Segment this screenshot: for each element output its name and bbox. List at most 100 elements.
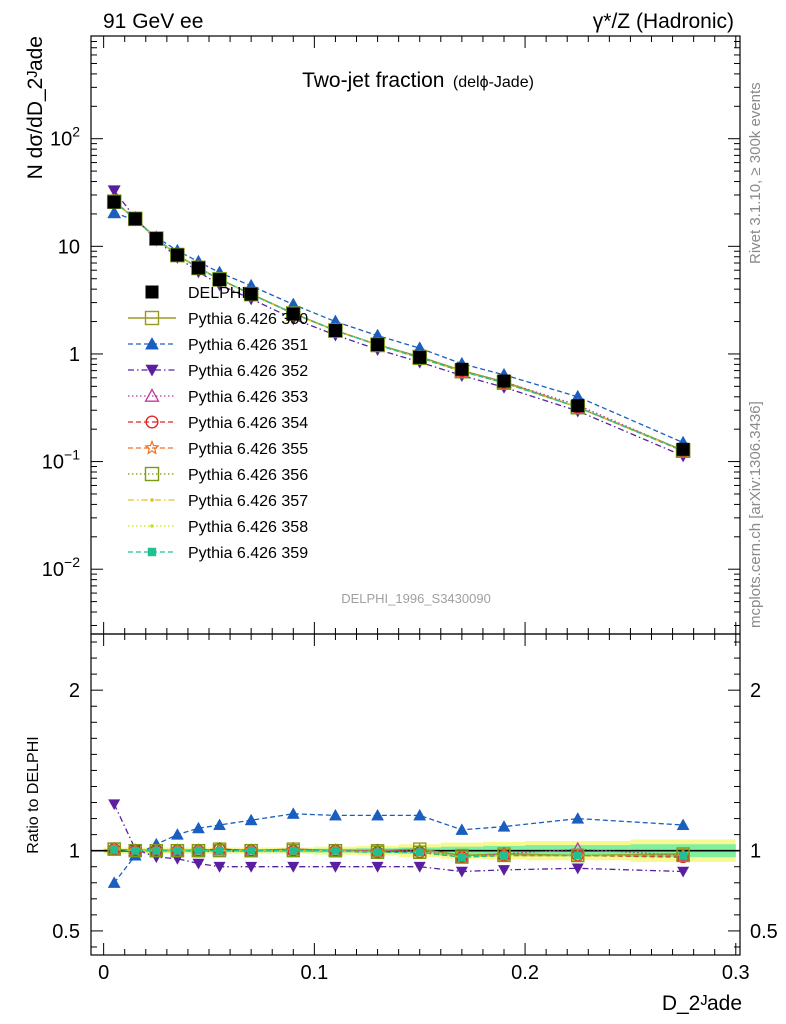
legend-entry: Pythia 6.426 354 — [128, 415, 308, 432]
ratio-y-tick-label-right: 0.5 — [750, 921, 778, 943]
ratio-plot-area: 0.5 0.5 1 1 2 2 0 0.1 0.2 0.3 — [52, 633, 778, 984]
ratio-y-tick-label: 1 — [69, 841, 80, 863]
legend-label: Pythia 6.426 356 — [188, 467, 308, 484]
x-axis-label: D_2ᴶade — [662, 992, 742, 1015]
ratio-series-pythia-6-426-352 — [108, 799, 690, 878]
data-point — [213, 818, 226, 831]
header-right: γ*/Z (Hadronic) — [593, 10, 734, 33]
ratio-series-pythia-6-426-351 — [107, 807, 690, 888]
series-line — [113, 813, 684, 884]
data-point — [110, 845, 119, 853]
y-tick-label: 1 — [69, 344, 80, 366]
x-tick-label: 0.3 — [722, 962, 750, 984]
header-left: 91 GeV ee — [103, 10, 203, 33]
data-point — [107, 195, 121, 209]
side-note-rivet: Rivet 3.1.10, ≥ 300k events — [747, 82, 764, 264]
legend-marker — [144, 388, 160, 402]
legend-entry: Pythia 6.426 357 — [128, 493, 308, 510]
data-point — [286, 307, 300, 321]
data-point — [289, 846, 298, 855]
data-point — [413, 350, 427, 364]
data-point — [286, 807, 300, 819]
legend-marker — [144, 439, 160, 455]
legend-label: Pythia 6.426 357 — [188, 493, 308, 510]
ratio-y-tick-label: 0.5 — [52, 921, 80, 943]
data-point — [371, 338, 385, 352]
main-title: Two-jet fraction (delϕ-Jade) — [302, 69, 534, 92]
y-tick-label: 102 — [50, 124, 80, 151]
legend: DELPHI Pythia 6.426 350 Pythia 6.426 351 Py… — [128, 285, 308, 562]
data-point — [152, 846, 161, 855]
x-tick-label: 0 — [98, 962, 109, 984]
ratio-series-pythia-6-426-359 — [110, 845, 688, 861]
data-point — [571, 863, 584, 875]
data-point — [247, 846, 256, 855]
data-point — [287, 861, 300, 873]
watermark: DELPHI_1996_S3430090 — [341, 591, 491, 606]
x-tick-label: 0.1 — [300, 962, 328, 984]
data-point — [455, 823, 469, 835]
legend-label: Pythia 6.426 352 — [188, 363, 308, 380]
legend-label: Pythia 6.426 358 — [188, 519, 308, 536]
data-point — [457, 853, 466, 861]
data-point — [213, 861, 226, 873]
legend-label: Pythia 6.426 350 — [188, 311, 308, 328]
legend-marker — [145, 415, 159, 429]
data-point — [173, 846, 182, 855]
data-point — [244, 813, 258, 826]
legend-entry: Pythia 6.426 350 — [128, 310, 308, 328]
data-point — [571, 399, 585, 413]
data-point — [571, 812, 585, 824]
data-point — [455, 866, 468, 878]
main-plot-area: 10−2 10−1 1 10 102 — [42, 35, 741, 635]
main-title-text: Two-jet fraction — [302, 69, 444, 92]
data-point — [191, 261, 205, 275]
data-point — [108, 799, 121, 811]
data-point — [215, 846, 224, 855]
data-point — [194, 846, 203, 855]
data-point — [415, 848, 424, 857]
legend-marker — [147, 547, 157, 557]
legend-entry: Pythia 6.426 359 — [128, 545, 308, 562]
legend-label: Pythia 6.426 351 — [188, 337, 308, 354]
data-point — [107, 185, 121, 198]
data-point — [131, 846, 140, 855]
legend-marker — [144, 310, 160, 326]
data-point — [329, 808, 342, 821]
legend-marker — [150, 498, 154, 502]
data-point — [170, 248, 184, 262]
data-point — [676, 442, 690, 456]
legend-label: Pythia 6.426 353 — [188, 389, 308, 406]
data-point — [371, 808, 384, 821]
legend-marker — [144, 466, 160, 482]
main-subtitle-text: (delϕ-Jade) — [453, 74, 534, 91]
legend-entry: Pythia 6.426 356 — [128, 466, 308, 484]
y-axis-label-ratio: Ratio to DELPHI — [25, 736, 42, 853]
data-point — [128, 212, 142, 226]
data-point — [373, 848, 382, 857]
y-tick-label: 10−1 — [42, 447, 80, 474]
legend-label: DELPHI — [188, 285, 246, 302]
ratio-y-tick-label-right: 1 — [750, 841, 761, 863]
data-point — [497, 374, 511, 388]
ratio-y-tick-label: 2 — [69, 680, 80, 702]
legend-marker — [150, 524, 154, 528]
data-point — [107, 876, 121, 888]
data-point — [677, 866, 690, 878]
data-point — [498, 865, 510, 876]
data-point — [500, 851, 508, 860]
data-point — [331, 846, 340, 855]
data-point — [413, 808, 427, 821]
legend-label: Pythia 6.426 354 — [188, 415, 308, 432]
data-point — [573, 851, 582, 860]
data-point — [676, 818, 690, 831]
legend-entry: Pythia 6.426 355 — [128, 439, 308, 458]
series-line — [113, 803, 684, 873]
data-point — [149, 232, 163, 246]
data-point — [497, 820, 511, 832]
data-point — [192, 858, 205, 870]
data-point — [192, 821, 205, 834]
side-note-mcplots: mcplots.cern.ch [arXiv:1306.3436] — [747, 401, 764, 628]
legend-entry: DELPHI — [145, 285, 246, 302]
legend-entry: Pythia 6.426 353 — [128, 388, 308, 406]
